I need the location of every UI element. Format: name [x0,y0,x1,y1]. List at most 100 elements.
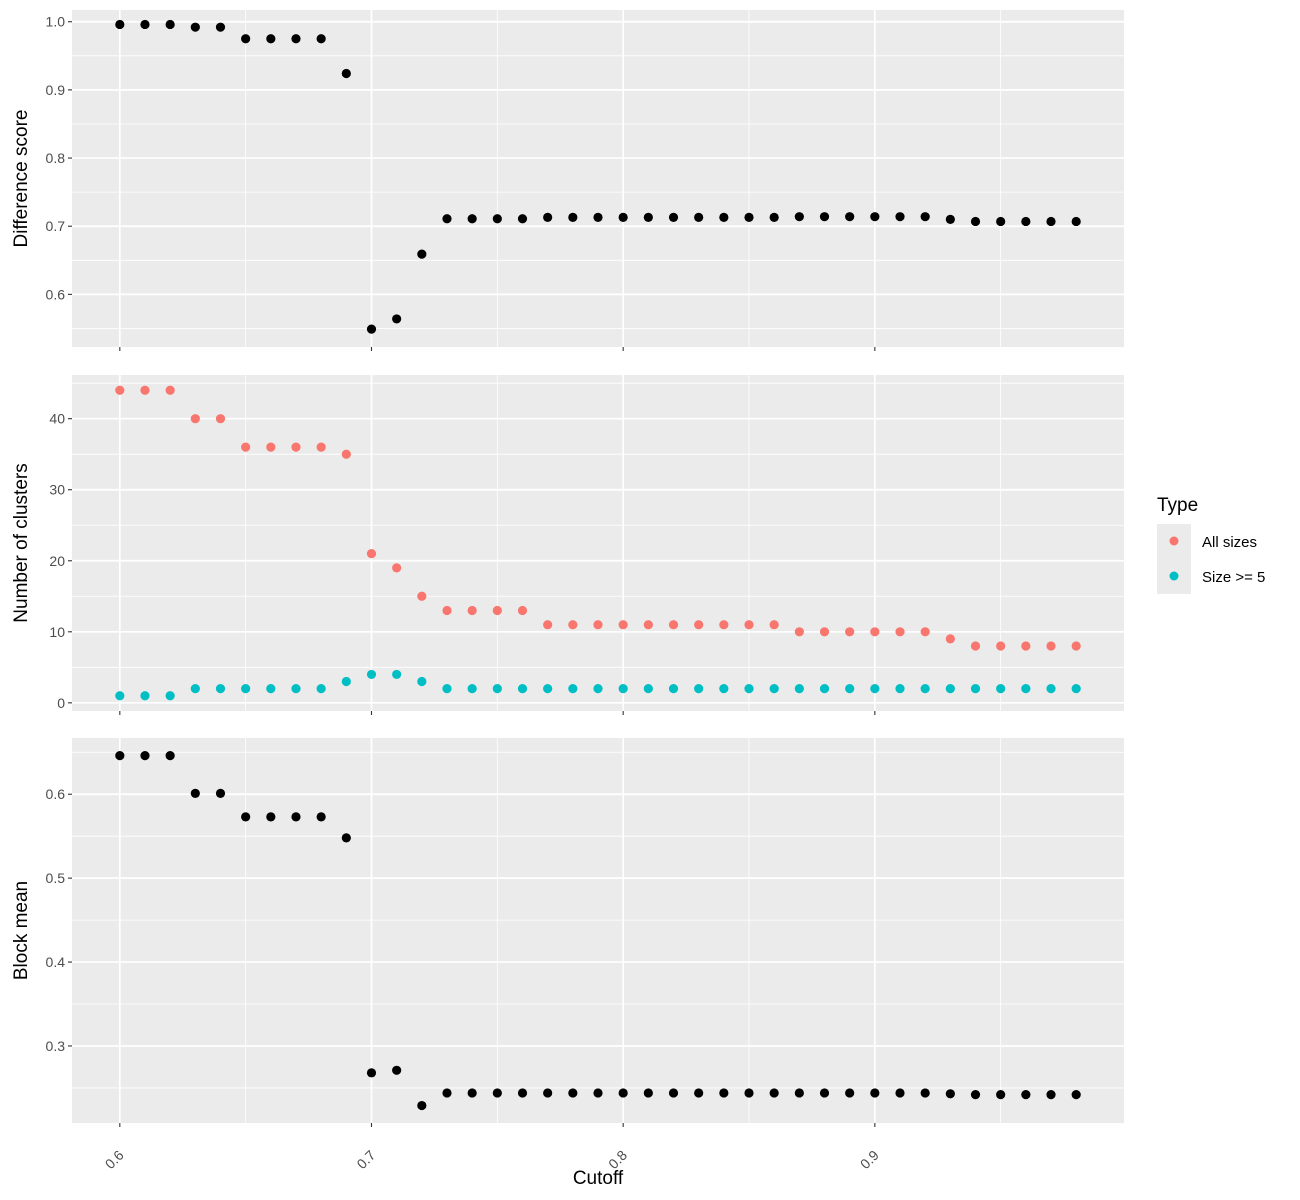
data-point [845,212,855,222]
data-point [266,34,276,44]
data-point [215,22,226,32]
data-point [568,620,578,630]
data-point [140,691,150,701]
data-point [215,684,226,694]
data-point [1046,1090,1056,1100]
data-point [895,627,905,637]
data-point [618,212,628,222]
data-point [115,691,125,701]
data-point [517,605,528,616]
y-tick-label: 1.0 [46,14,66,30]
data-point [668,212,679,222]
data-point [668,684,679,694]
data-point [794,627,804,637]
data-point [819,212,830,222]
panel-background [72,10,1124,347]
data-point [769,212,779,222]
data-point [945,634,955,644]
data-point [1046,684,1056,694]
data-point [417,1100,427,1111]
data-point [1021,1090,1031,1100]
data-point [392,1065,402,1075]
data-point [618,684,628,694]
data-point [316,812,326,822]
data-point [140,751,150,761]
data-point [165,385,175,395]
data-point [920,1088,930,1098]
data-point [744,1088,754,1098]
panel-background [72,375,1124,711]
data-point [618,1088,628,1098]
data-point [819,627,830,637]
data-point [392,669,402,680]
data-point [568,684,578,694]
data-point [920,212,930,222]
data-point [492,1088,502,1098]
data-point [920,627,930,637]
data-point [643,684,653,694]
legend: Type All sizes Size >= 5 [1157,495,1265,594]
data-point [165,19,175,30]
chart-panels: 0.6 0.7 0.8 0.9 1.0 Difference score 0 10 20 30 40… [11,10,1124,1172]
data-point [668,620,679,630]
data-point [366,1068,377,1078]
data-point [593,212,603,222]
y-tick-label: 40 [49,411,65,427]
y-axis-title: Block mean [11,881,32,980]
y-tick-label: 0.9 [46,82,66,98]
data-point [945,1089,955,1099]
data-point [190,414,200,424]
data-point [719,620,729,630]
data-point [769,684,779,694]
data-point [241,812,251,822]
data-point [517,214,528,224]
y-tick-label: 0 [57,695,65,711]
data-point [517,684,528,694]
data-point [996,1090,1006,1100]
data-point [1046,641,1056,651]
panel-3: 0.3 0.4 0.5 0.6 Block mean [11,738,1124,1127]
data-point [266,812,276,822]
data-point [442,605,452,616]
data-point [543,212,553,222]
data-point [543,620,553,630]
data-point [266,442,276,452]
data-point [190,788,200,798]
data-point [467,214,477,224]
data-point [291,684,301,694]
data-point [291,812,301,822]
data-point [215,788,226,798]
data-point [1071,1090,1081,1100]
data-point [668,1088,679,1098]
y-tick-label: 0.5 [46,870,66,886]
data-point [1071,216,1081,227]
legend-key-size-ge-5 [1169,571,1179,581]
y-axis-title: Difference score [11,110,32,248]
data-point [694,1088,704,1098]
data-point [593,1088,603,1098]
data-point [970,1090,981,1100]
data-point [492,605,502,616]
legend-label-all-sizes: All sizes [1202,534,1257,551]
series-2-2 [115,669,1081,701]
data-point [568,212,578,222]
data-point [744,212,754,222]
data-point [492,214,502,224]
data-point [996,641,1006,651]
data-point [719,1088,729,1098]
data-point [895,684,905,694]
data-point [115,385,125,395]
data-point [643,1088,653,1098]
data-point [341,68,351,79]
legend-key-background [1157,524,1191,594]
data-point [442,214,452,224]
data-point [845,627,855,637]
y-tick-label: 0.3 [46,1038,66,1054]
y-tick-label: 0.4 [46,954,66,970]
data-point [643,620,653,630]
data-point [996,216,1006,227]
data-point [291,442,301,452]
data-point [341,676,351,687]
data-point [165,751,175,761]
data-point [970,684,981,694]
